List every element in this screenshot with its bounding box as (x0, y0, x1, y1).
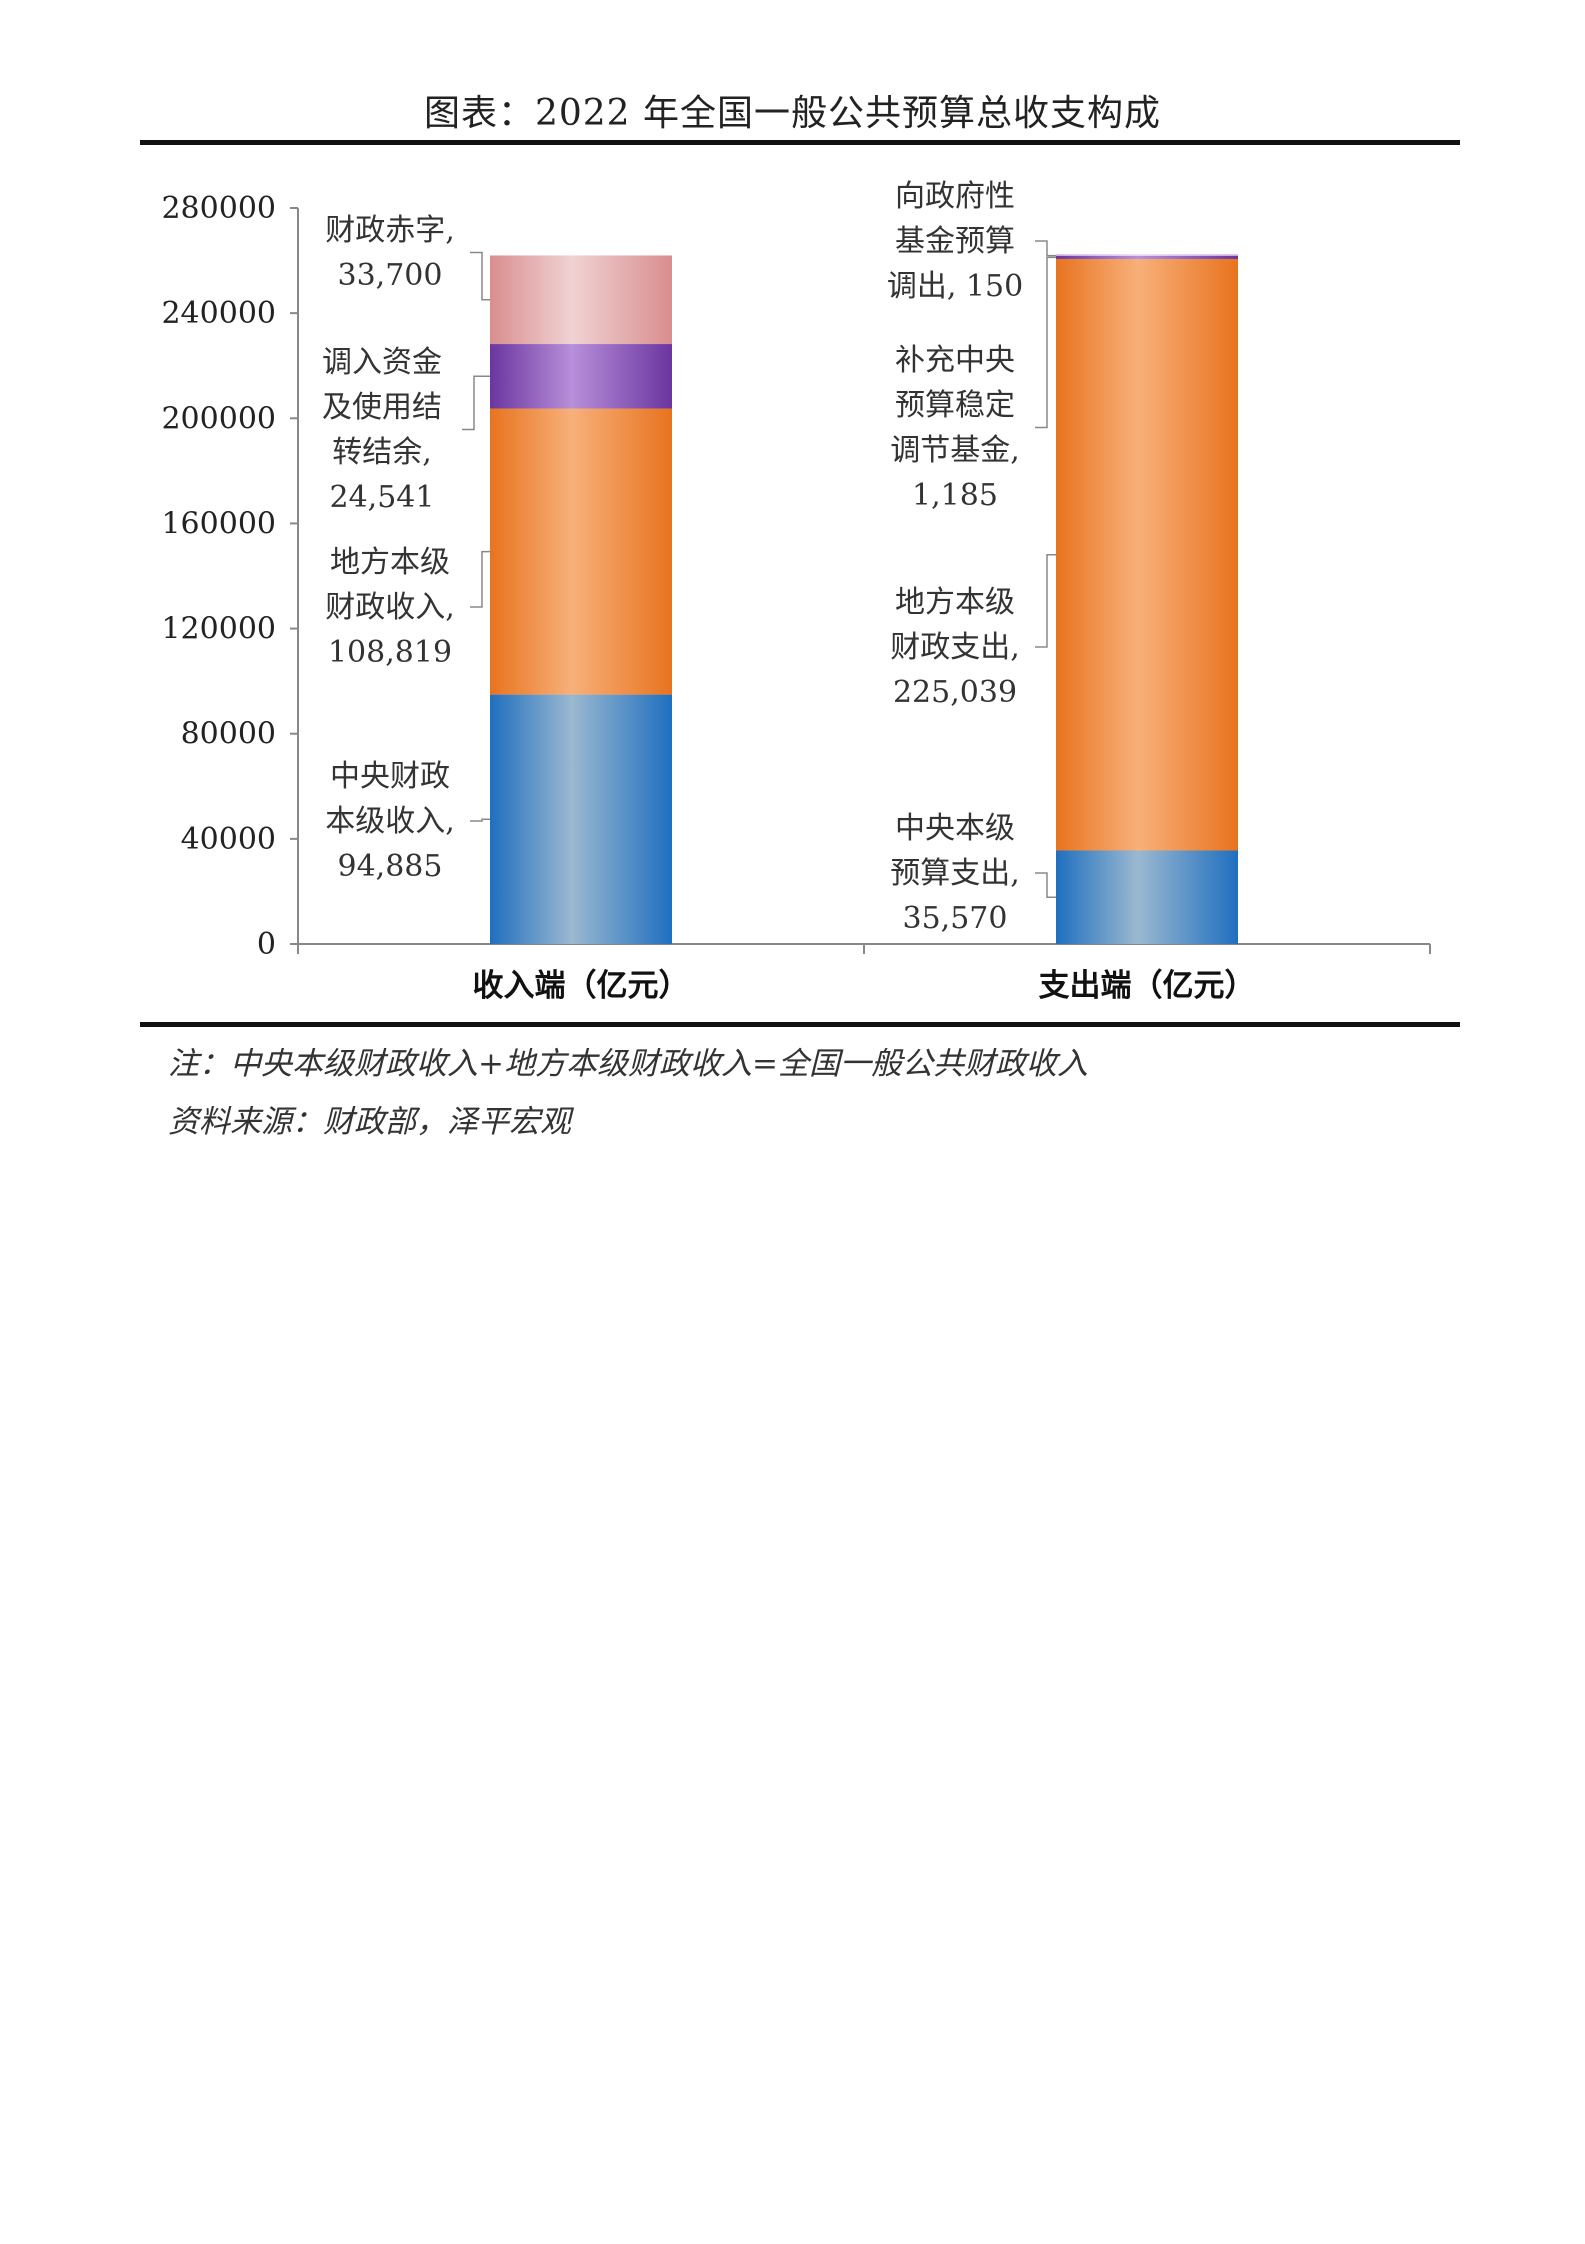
data-label-c-rev: 中央财政本级收入, 94,885 (325, 759, 455, 884)
top-rule (140, 140, 1460, 145)
data-label-stab: 补充中央预算稳定调节基金, 1,185 (890, 343, 1020, 513)
leader-line-l-rev (470, 550, 490, 608)
x-category-label: 支出端（亿元） (1039, 968, 1256, 1004)
leader-line-c-rev (470, 818, 490, 822)
y-tick-label: 160000 (161, 506, 276, 541)
leader-line-l-exp (1035, 553, 1056, 648)
chart-note: 注：中央本级财政收入+地方本级财政收入=全国一般公共财政收入 (168, 1046, 1088, 1082)
leader-line-deficit (470, 251, 490, 301)
bar-segment-c-rev (490, 694, 672, 944)
figure-title: 图表：2022 年全国一般公共预算总收支构成 (423, 93, 1162, 134)
data-label-deficit: 财政赤字, 33,700 (325, 213, 455, 293)
data-label-c-exp: 中央本级预算支出, 35,570 (890, 811, 1020, 936)
data-label-l-exp: 地方本级财政支出, 225,039 (890, 585, 1020, 710)
leader-line-fund (1035, 240, 1056, 257)
data-label-fund: 向政府性基金预算调出, 150 (887, 179, 1023, 304)
y-tick-label: 120000 (161, 612, 276, 647)
bar-segment-transfer (490, 344, 672, 409)
x-category-label: 收入端（亿元） (473, 968, 690, 1004)
y-tick-label: 0 (257, 927, 276, 962)
bottom-rule (140, 1022, 1460, 1027)
bar-segment-fund (1056, 254, 1238, 256)
bar-segment-l-exp (1056, 258, 1238, 851)
data-label-transfer: 调入资金及使用结转结余, 24,541 (322, 345, 442, 515)
bar-segment-c-exp (1056, 850, 1238, 944)
chart-source: 资料来源：财政部，泽平宏观 (168, 1104, 571, 1140)
leader-line-stab (1035, 256, 1056, 429)
bar-segment-deficit (490, 255, 672, 345)
bar-segment-l-rev (490, 408, 672, 695)
y-tick-label: 80000 (181, 717, 276, 752)
leader-line-transfer (462, 375, 490, 431)
stacked-bar-chart: 0 40000 80000 120000 160000 200000 240000 28000… (161, 179, 1431, 1004)
y-tick-label: 240000 (161, 296, 276, 331)
y-tick-label: 40000 (181, 822, 276, 857)
y-tick-label: 280000 (161, 191, 276, 226)
y-tick-label: 200000 (161, 401, 276, 436)
leader-line-c-exp (1035, 872, 1056, 899)
data-label-l-rev: 地方本级财政收入, 108,819 (325, 545, 455, 670)
bar-segment-stab (1056, 255, 1238, 259)
